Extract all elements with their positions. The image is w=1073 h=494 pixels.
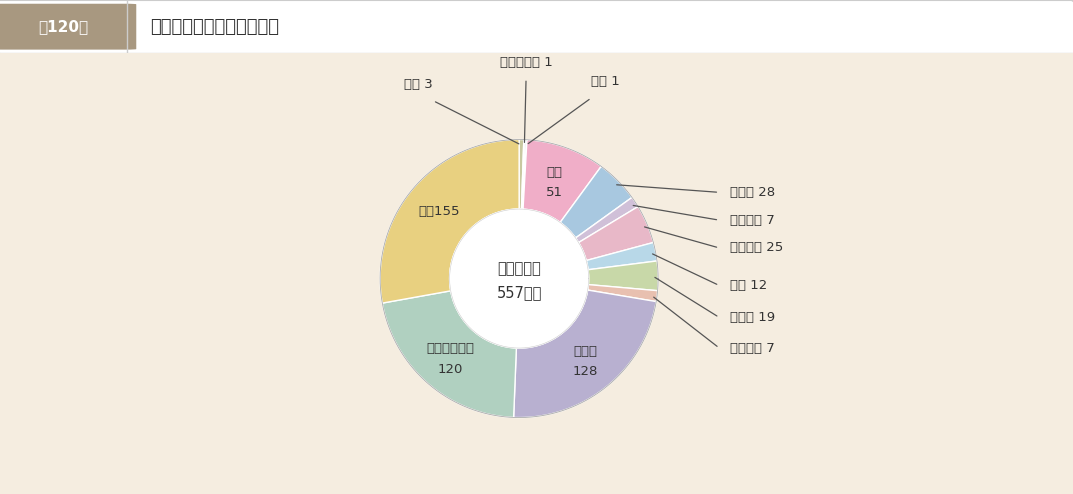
FancyBboxPatch shape	[0, 4, 136, 49]
Text: 宅地造成 7: 宅地造成 7	[731, 341, 775, 355]
Polygon shape	[523, 140, 527, 209]
Text: 市場 12: 市場 12	[731, 279, 767, 292]
Text: 第120図: 第120図	[39, 19, 88, 34]
Text: 工業用水道 1: 工業用水道 1	[500, 56, 553, 69]
Text: 120: 120	[438, 363, 464, 376]
Text: 557事業: 557事業	[497, 285, 542, 300]
Polygon shape	[380, 139, 519, 303]
Polygon shape	[578, 206, 653, 260]
Polygon shape	[521, 140, 526, 209]
Text: 簡易水道 7: 簡易水道 7	[731, 214, 775, 227]
Text: 指定管理者制度の導入事業: 指定管理者制度の導入事業	[150, 18, 279, 36]
Text: 港湾整備 25: 港湾整備 25	[731, 242, 783, 254]
Circle shape	[450, 209, 589, 348]
Polygon shape	[575, 198, 638, 243]
Text: 128: 128	[572, 366, 598, 378]
Polygon shape	[586, 243, 657, 270]
Text: 介護155: 介護155	[418, 205, 460, 218]
Text: 交通 1: 交通 1	[591, 75, 620, 88]
Text: 水道 3: 水道 3	[405, 78, 432, 91]
Polygon shape	[588, 261, 658, 290]
Polygon shape	[523, 140, 601, 222]
Text: 病院: 病院	[546, 165, 562, 178]
Polygon shape	[514, 290, 657, 417]
Polygon shape	[560, 166, 632, 238]
Text: 下水道 28: 下水道 28	[731, 186, 776, 199]
Text: 観光・その他: 観光・その他	[427, 342, 474, 355]
Text: と畜場 19: と畜場 19	[731, 311, 776, 324]
Polygon shape	[382, 291, 516, 417]
Text: 導入済事業: 導入済事業	[497, 261, 541, 276]
Polygon shape	[588, 285, 658, 301]
Polygon shape	[519, 139, 524, 209]
Text: 51: 51	[546, 186, 563, 200]
Text: 駐車場: 駐車場	[573, 345, 597, 358]
